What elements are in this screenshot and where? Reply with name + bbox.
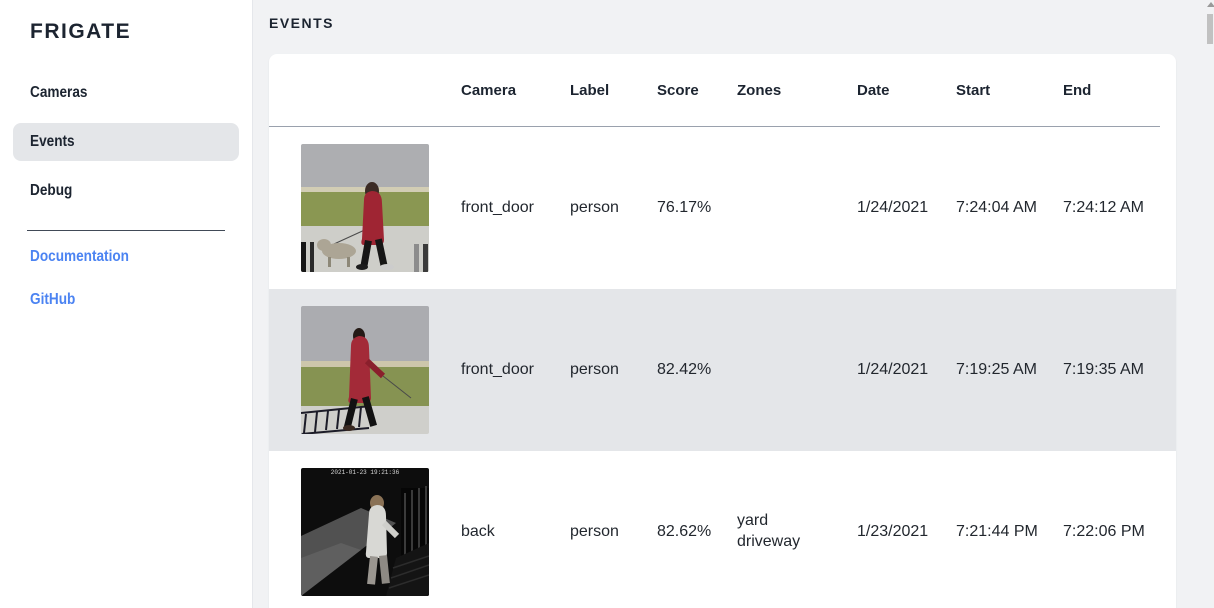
svg-text:2021-01-23 19:21:36: 2021-01-23 19:21:36 (331, 469, 400, 476)
